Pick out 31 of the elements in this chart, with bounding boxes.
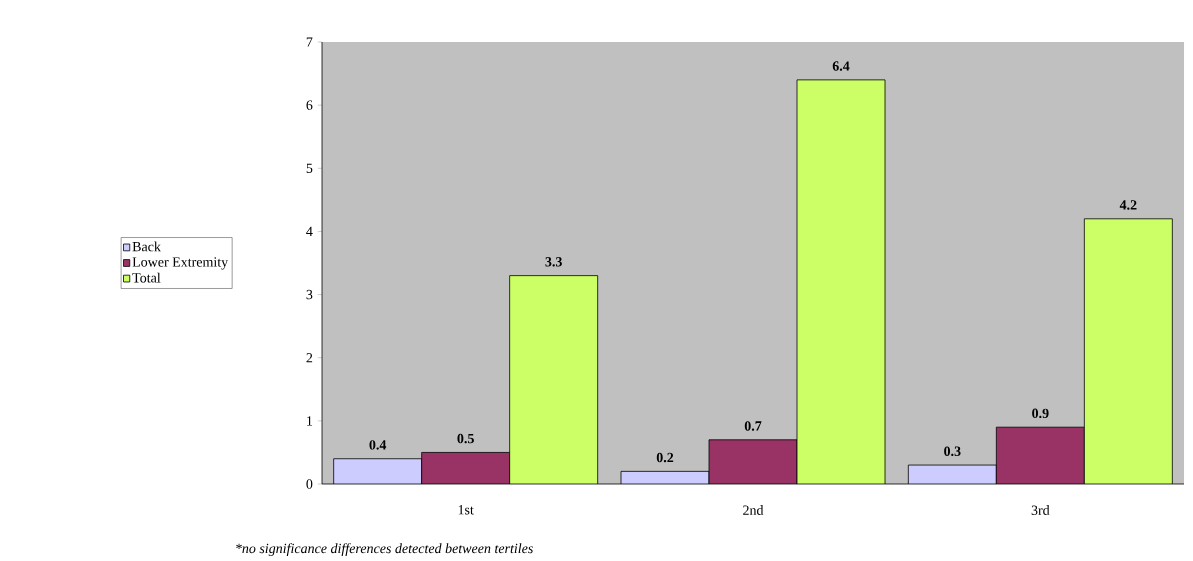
bar [421,452,510,484]
x-tick-label: 1st [458,505,474,515]
x-tick-label: 2nd [743,505,764,515]
data-label: 0.2 [656,452,674,463]
data-label: 6.4 [832,61,850,71]
data-label: 0.4 [369,440,387,450]
bar [709,439,797,484]
data-label: 0.7 [744,421,762,431]
text: *no significance differences detected between tertiles [236,543,533,556]
y-tick-label: 7 [306,37,313,47]
bar [333,458,422,484]
y-tick-label: 2 [306,353,313,363]
data-label: 0.9 [1032,408,1049,419]
bar [995,426,1085,484]
x-tick-label: 3rd [1031,505,1050,515]
bar [509,275,598,484]
y-tick-label: 5 [306,163,313,173]
y-tick-label: 6 [306,100,313,110]
bar [797,79,886,484]
legend-label: Lower Extremity [132,257,229,270]
data-label: 3.3 [545,257,562,267]
y-tick-label: 1 [307,416,313,426]
data-label: 0.3 [944,446,961,456]
data-label: 0.5 [457,433,474,444]
bar [1083,218,1173,484]
y-tick-label: 3 [306,289,313,300]
y-tick-label: 4 [306,226,313,237]
legend-label: Back [132,241,161,252]
legend-label: Total [132,272,161,283]
data-label: 4.2 [1119,200,1137,210]
y-tick-label: 0 [306,479,313,489]
